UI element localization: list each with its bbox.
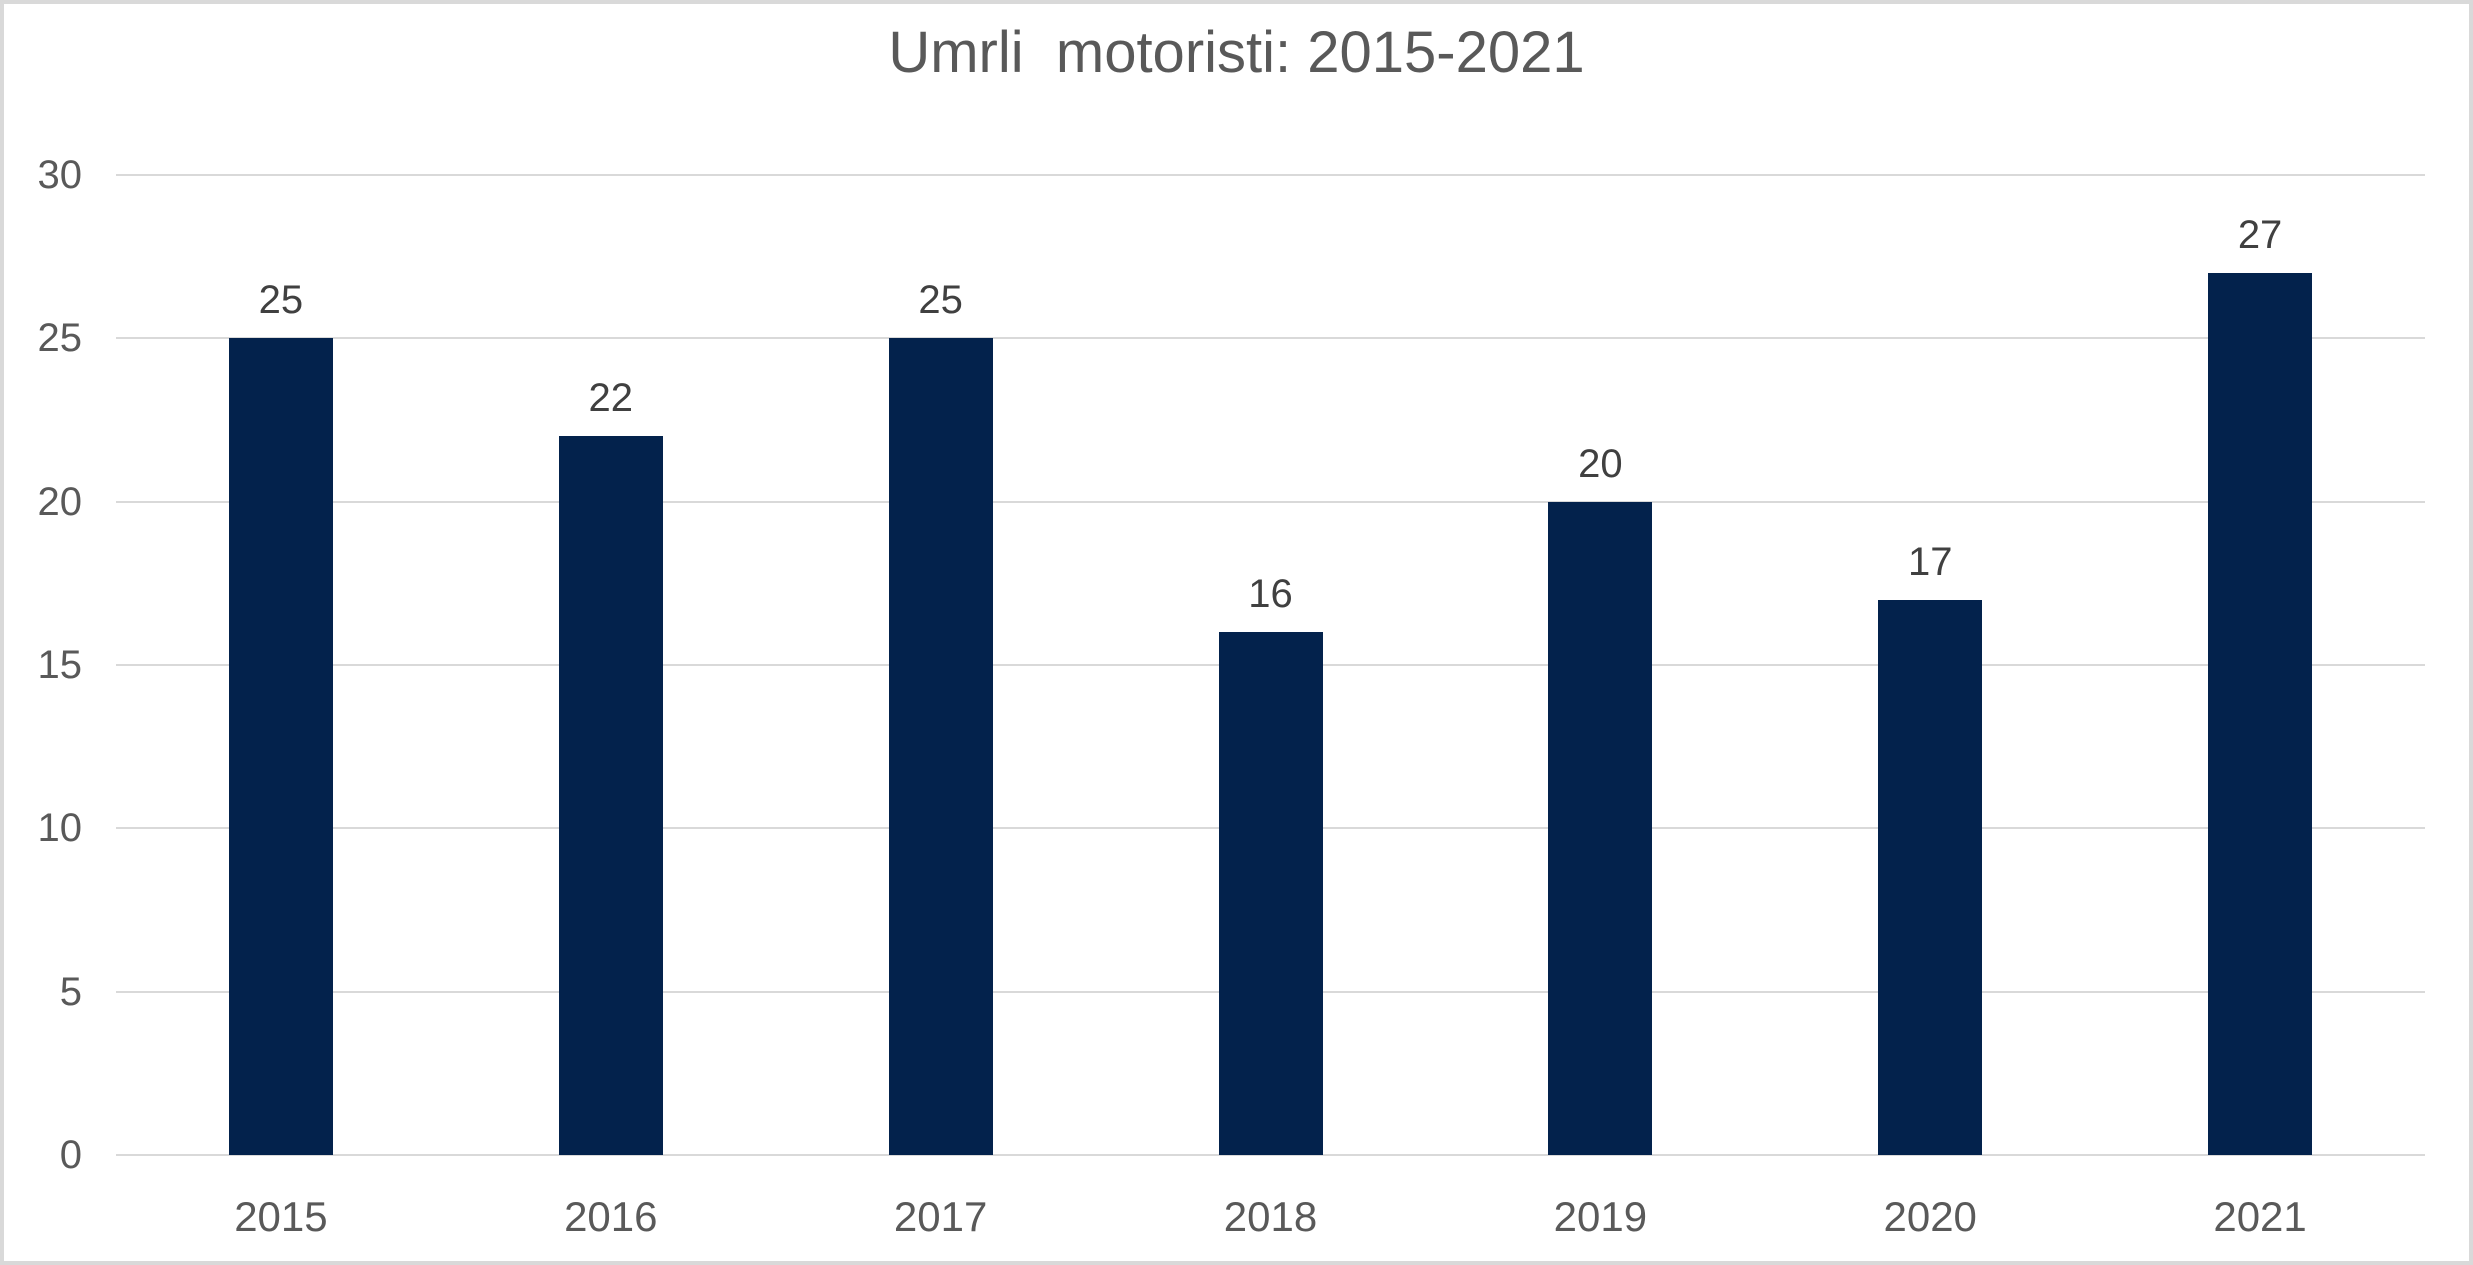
- gridline: [116, 500, 2425, 503]
- bar-value-label: 17: [1907, 539, 1953, 584]
- bar: [558, 436, 663, 1155]
- gridline: [116, 174, 2425, 176]
- gridline: [116, 337, 2425, 340]
- x-axis-tick-label: 2020: [1883, 1193, 1977, 1240]
- bar-value-label: 25: [258, 278, 304, 323]
- x-axis-tick-label: 2017: [893, 1193, 988, 1240]
- y-axis-tick-label: 10: [37, 806, 83, 851]
- x-axis-tick-label: 2019: [1553, 1193, 1648, 1240]
- bar-value-label: 22: [588, 376, 634, 421]
- plot-area: 0 5 10 15 20 25 30 25 2015 22 2016 25 2017 16 2018 20 20…: [4, 4, 2469, 1261]
- bar: [1878, 599, 1983, 1155]
- bar: [2208, 273, 2313, 1155]
- bar-value-label: 16: [1248, 572, 1293, 617]
- x-axis-tick-label: 2016: [564, 1193, 658, 1240]
- chart-title: Umrli motoristi: 2015-2021: [888, 20, 1585, 85]
- bar: [888, 338, 993, 1155]
- bar: [1548, 501, 1653, 1155]
- bar: [228, 338, 333, 1155]
- x-axis-tick-label: 2021: [2213, 1193, 2307, 1240]
- x-axis-tick-label: 2015: [234, 1193, 328, 1240]
- bar-value-label: 25: [918, 278, 963, 323]
- bar: [1218, 632, 1323, 1155]
- y-axis-tick-label: 0: [59, 1133, 82, 1177]
- y-axis-tick-label: 20: [37, 479, 83, 524]
- y-axis-tick-label: 25: [37, 316, 83, 361]
- y-axis-tick-label: 5: [59, 969, 82, 1014]
- gridline: [116, 1154, 2425, 1156]
- bar-value-label: 20: [1578, 441, 1623, 486]
- y-axis-tick-label: 15: [37, 643, 83, 687]
- y-axis-tick-label: 30: [37, 153, 83, 197]
- x-axis-tick-label: 2018: [1223, 1193, 1318, 1240]
- bar-value-label: 27: [2237, 213, 2283, 257]
